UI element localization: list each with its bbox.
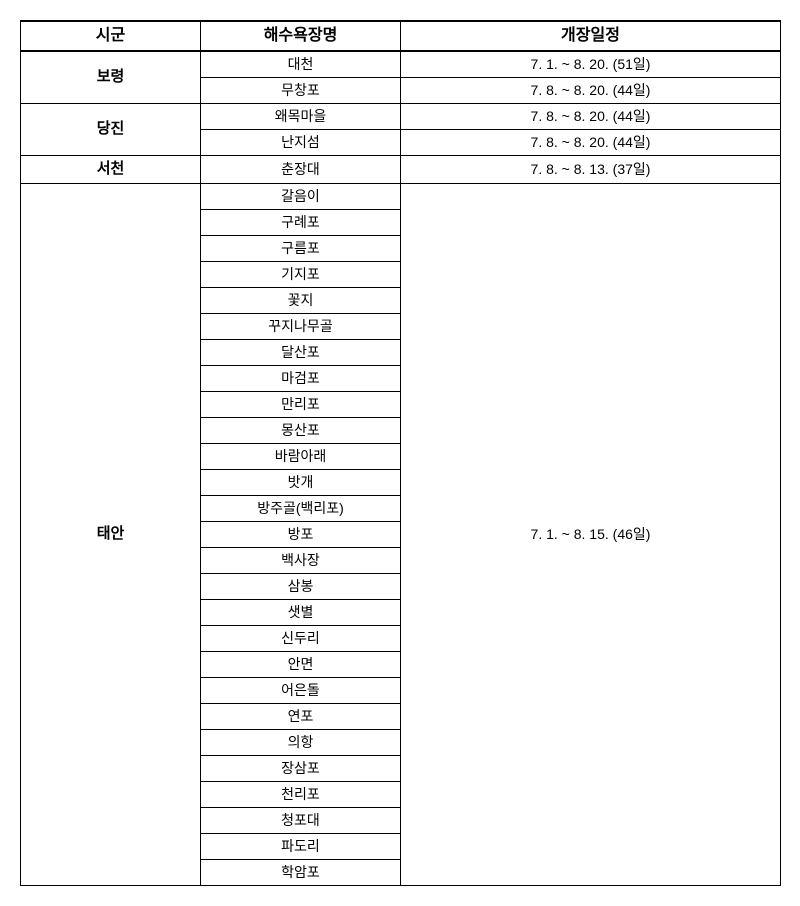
beach-cell: 신두리 — [201, 625, 401, 651]
beach-cell: 왜목마을 — [201, 104, 401, 130]
beach-cell: 청포대 — [201, 807, 401, 833]
beach-cell: 바람아래 — [201, 443, 401, 469]
region-cell: 서천 — [21, 156, 201, 184]
beach-cell: 천리포 — [201, 781, 401, 807]
beach-cell: 어은돌 — [201, 677, 401, 703]
beach-schedule-table: 시군 해수욕장명 개장일정 보령대천7. 1. ~ 8. 20. (51일)무창… — [20, 20, 781, 886]
table-row: 태안갈음이7. 1. ~ 8. 15. (46일) — [21, 183, 781, 209]
beach-cell: 안면 — [201, 651, 401, 677]
beach-cell: 몽산포 — [201, 417, 401, 443]
schedule-cell: 7. 1. ~ 8. 15. (46일) — [401, 183, 781, 885]
beach-cell: 만리포 — [201, 391, 401, 417]
beach-cell: 기지포 — [201, 261, 401, 287]
beach-cell: 난지섬 — [201, 130, 401, 156]
beach-cell: 무창포 — [201, 78, 401, 104]
beach-cell: 백사장 — [201, 547, 401, 573]
beach-cell: 학암포 — [201, 859, 401, 885]
beach-cell: 마검포 — [201, 365, 401, 391]
header-region: 시군 — [21, 21, 201, 51]
beach-cell: 장삼포 — [201, 755, 401, 781]
beach-cell: 연포 — [201, 703, 401, 729]
table-row: 당진왜목마을7. 8. ~ 8. 20. (44일) — [21, 104, 781, 130]
schedule-cell: 7. 8. ~ 8. 13. (37일) — [401, 156, 781, 184]
beach-cell: 삼봉 — [201, 573, 401, 599]
schedule-cell: 7. 8. ~ 8. 20. (44일) — [401, 78, 781, 104]
beach-cell: 밧개 — [201, 469, 401, 495]
beach-cell: 샛별 — [201, 599, 401, 625]
beach-cell: 방주골(백리포) — [201, 495, 401, 521]
region-cell: 당진 — [21, 104, 201, 156]
beach-cell: 파도리 — [201, 833, 401, 859]
table-row: 서천춘장대7. 8. ~ 8. 13. (37일) — [21, 156, 781, 184]
schedule-cell: 7. 8. ~ 8. 20. (44일) — [401, 104, 781, 130]
beach-cell: 방포 — [201, 521, 401, 547]
beach-cell: 구름포 — [201, 235, 401, 261]
header-row: 시군 해수욕장명 개장일정 — [21, 21, 781, 51]
beach-cell: 의항 — [201, 729, 401, 755]
beach-cell: 대천 — [201, 51, 401, 78]
region-cell: 보령 — [21, 51, 201, 104]
beach-cell: 구례포 — [201, 209, 401, 235]
beach-cell: 달산포 — [201, 339, 401, 365]
header-schedule: 개장일정 — [401, 21, 781, 51]
schedule-cell: 7. 8. ~ 8. 20. (44일) — [401, 130, 781, 156]
table-row: 보령대천7. 1. ~ 8. 20. (51일) — [21, 51, 781, 78]
header-beach: 해수욕장명 — [201, 21, 401, 51]
region-cell: 태안 — [21, 183, 201, 885]
beach-cell: 꾸지나무골 — [201, 313, 401, 339]
beach-cell: 춘장대 — [201, 156, 401, 184]
schedule-cell: 7. 1. ~ 8. 20. (51일) — [401, 51, 781, 78]
beach-cell: 꽃지 — [201, 287, 401, 313]
beach-cell: 갈음이 — [201, 183, 401, 209]
